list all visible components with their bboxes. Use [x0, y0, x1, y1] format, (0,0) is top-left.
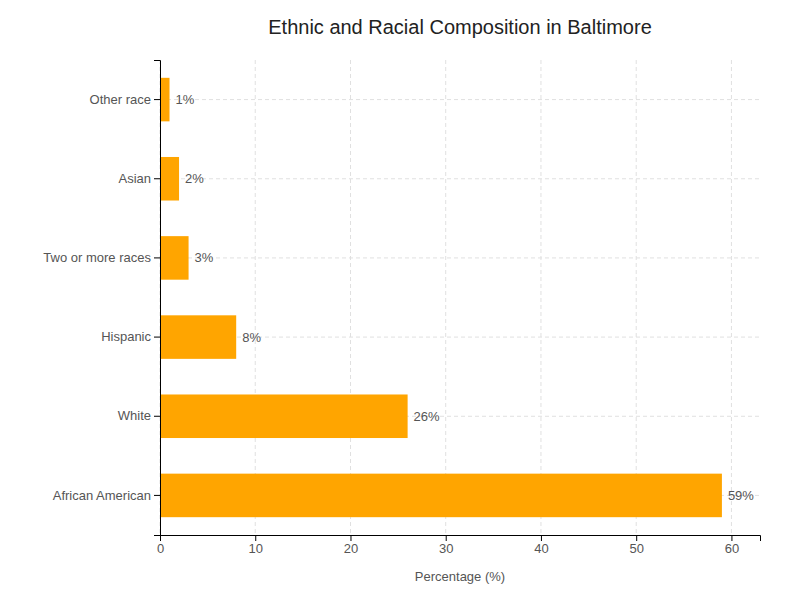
bar	[160, 157, 179, 201]
grid-line	[255, 60, 256, 535]
tick-label: Two or more races	[43, 250, 151, 265]
data-labels: 59% 26% 8% 3% 2% 1%	[176, 92, 755, 503]
grid-line	[731, 60, 732, 535]
tick-mark	[731, 535, 732, 541]
grid-line	[160, 99, 760, 100]
grid-line	[160, 257, 760, 258]
data-label: 1%	[176, 92, 195, 107]
data-label: 26%	[414, 409, 440, 424]
tick-label: Asian	[118, 171, 151, 186]
axis-line	[161, 536, 761, 542]
tick: 60	[725, 535, 739, 556]
x-axis: 0 10 20 30 40 50 60	[157, 535, 761, 556]
tick-label: Hispanic	[101, 329, 151, 344]
tick-mark	[636, 535, 637, 541]
bars	[160, 78, 722, 517]
grid-line	[540, 60, 541, 535]
chart: 59% 26% 8% 3% 2% 1% 0 10 20 30 40 50 60 African Ameri…	[0, 0, 800, 597]
title: Ethnic and Racial Composition in Baltimo…	[268, 16, 652, 38]
tick: 20	[344, 535, 358, 556]
y-axis: African American White Hispanic Two or more…	[43, 61, 160, 536]
data-label: 3%	[195, 250, 214, 265]
tick: White	[118, 408, 160, 423]
tick: 0	[157, 535, 164, 556]
data-label: 59%	[728, 488, 754, 503]
tick-label: Other race	[90, 92, 151, 107]
tick: 30	[439, 535, 453, 556]
tick-mark	[446, 535, 447, 541]
tick-label: 40	[534, 541, 548, 556]
tick-label: 60	[725, 541, 739, 556]
tick: 40	[534, 535, 548, 556]
tick-mark	[350, 535, 351, 541]
tick-mark	[154, 99, 160, 100]
tick-label: 20	[344, 541, 358, 556]
tick-label: 10	[249, 541, 263, 556]
tick-mark	[154, 416, 160, 417]
bar	[160, 236, 189, 280]
grid-line	[350, 60, 351, 535]
data-label: 2%	[185, 171, 204, 186]
data-label: 8%	[242, 330, 261, 345]
axis-line	[154, 61, 161, 536]
tick-label: African American	[53, 488, 151, 503]
tick-mark	[154, 337, 160, 338]
bar	[160, 315, 236, 359]
tick-mark	[154, 257, 160, 258]
bar	[160, 394, 408, 438]
tick: Two or more races	[43, 250, 160, 265]
grid-line	[160, 178, 760, 179]
plot-area: 59% 26% 8% 3% 2% 1% 0 10 20 30 40 50 60 African Ameri…	[43, 60, 760, 556]
tick-mark	[541, 535, 542, 541]
tick: Hispanic	[101, 329, 160, 344]
tick-label: White	[118, 408, 151, 423]
grid	[160, 60, 760, 535]
tick-label: 50	[629, 541, 643, 556]
tick: Other race	[90, 92, 160, 107]
grid-line	[445, 60, 446, 535]
tick: 10	[249, 535, 263, 556]
tick: 50	[629, 535, 643, 556]
grid-line	[636, 60, 637, 535]
tick-mark	[154, 178, 160, 179]
tick-mark	[255, 535, 256, 541]
bar	[160, 474, 722, 518]
tick-mark	[154, 495, 160, 496]
tick: Asian	[118, 171, 160, 186]
x-axis-title: Percentage (%)	[415, 569, 505, 584]
tick-label: 0	[157, 541, 164, 556]
tick-label: 30	[439, 541, 453, 556]
tick: African American	[53, 488, 160, 503]
bar	[160, 78, 170, 122]
